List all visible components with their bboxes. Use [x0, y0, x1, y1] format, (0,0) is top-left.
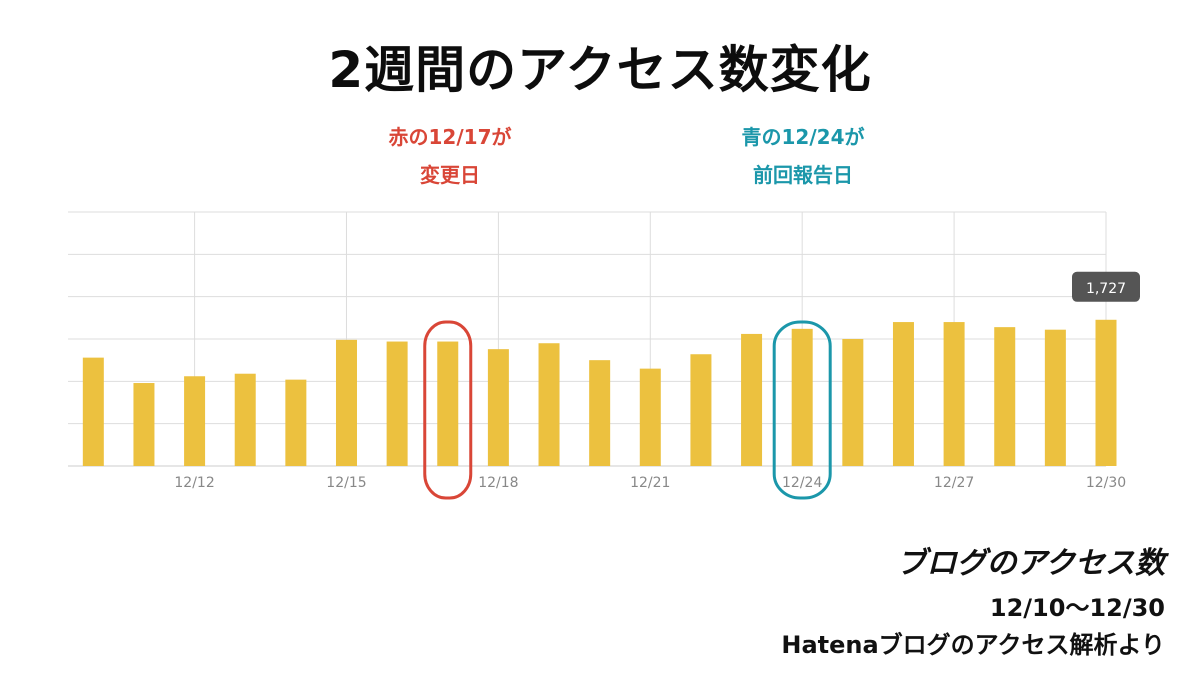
bar-12-23: [741, 333, 763, 466]
tick-label-12-15: 12/15: [326, 475, 366, 491]
x-axis-ticks: 12/12 12/15 12/18 12/21 12/24 12/27 12/30: [174, 475, 1126, 491]
bar-12-16: [386, 341, 408, 466]
bar-12-11: [133, 383, 155, 466]
bar-12-18: [487, 349, 509, 466]
page-title: 2週間のアクセス数変化: [328, 41, 872, 99]
bar-12-19: [538, 343, 560, 466]
tick-label-12-12: 12/12: [174, 475, 214, 491]
bar-12-28: [994, 327, 1016, 466]
bar-12-21: [639, 368, 661, 466]
tooltip-box: [1072, 271, 1140, 302]
bar-12-20: [589, 360, 611, 466]
annotation-change-date-line2: 変更日: [420, 163, 480, 187]
bar-12-24: [791, 328, 813, 466]
chart-tooltip: 1,727: [1072, 271, 1140, 302]
annotation-change-date-line1: 赤の12/17が: [388, 125, 512, 149]
bar-12-26: [892, 322, 914, 466]
annotation-change-date: 赤の12/17が 変更日: [350, 118, 550, 194]
bar-12-10: [82, 357, 104, 466]
highlight-ring-12-24: [772, 320, 832, 500]
tick-label-12-18: 12/18: [478, 475, 518, 491]
bar-12-29: [1044, 329, 1066, 466]
tick-label-12-24: 12/24: [782, 475, 822, 491]
bar-12-14: [285, 379, 307, 466]
caption-date-range: 12/10〜12/30: [989, 594, 1165, 622]
bar-12-13: [234, 373, 256, 466]
chart-highlights: [423, 320, 832, 500]
tick-label-12-27: 12/27: [934, 475, 974, 491]
bar-12-30: [1095, 319, 1117, 466]
bar-12-22: [690, 354, 712, 466]
highlight-ring-12-17: [423, 320, 473, 500]
bar-12-12: [184, 376, 206, 466]
caption-title: ブログのアクセス数: [896, 546, 1166, 581]
annotation-previous-report-line1: 青の12/24が: [741, 125, 865, 149]
tick-label-12-21: 12/21: [630, 475, 670, 491]
caption-source: Hatenaブログのアクセス解析より: [781, 631, 1165, 659]
bar-12-15: [335, 339, 357, 466]
bar-12-17: [437, 341, 459, 466]
tick-label-12-30: 12/30: [1086, 475, 1126, 491]
tooltip-value: 1,727: [1086, 281, 1126, 297]
chart-bars: [82, 319, 1117, 466]
annotation-previous-report: 青の12/24が 前回報告日: [703, 118, 903, 194]
bar-12-27: [943, 322, 965, 466]
annotation-previous-report-line2: 前回報告日: [753, 163, 853, 187]
bar-12-25: [842, 339, 864, 466]
